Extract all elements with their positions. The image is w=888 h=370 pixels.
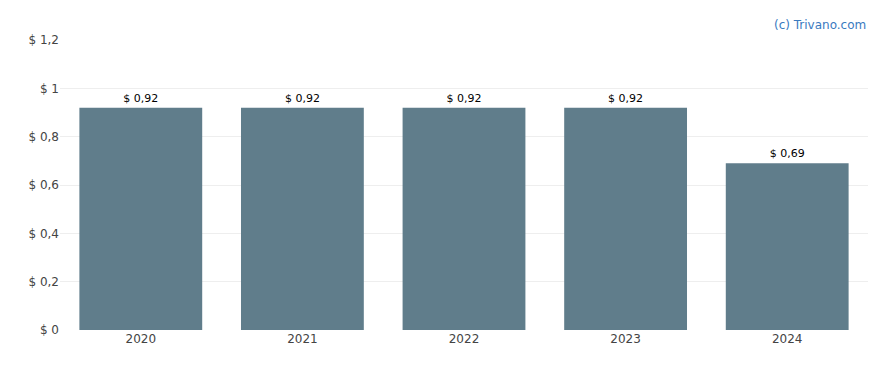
svg-text:$ 0,92: $ 0,92 — [447, 92, 482, 105]
svg-text:$ 0,4: $ 0,4 — [28, 227, 59, 241]
svg-text:(c) Trivano.com: (c) Trivano.com — [774, 18, 866, 32]
svg-text:$ 0,92: $ 0,92 — [123, 92, 158, 105]
svg-text:2020: 2020 — [126, 332, 157, 346]
svg-text:$ 1: $ 1 — [40, 82, 59, 96]
svg-text:$ 0,6: $ 0,6 — [28, 178, 59, 192]
svg-text:2024: 2024 — [772, 332, 803, 346]
svg-text:$ 0,92: $ 0,92 — [608, 92, 643, 105]
svg-text:$ 0,8: $ 0,8 — [28, 130, 59, 144]
svg-text:$ 0,92: $ 0,92 — [285, 92, 320, 105]
svg-text:$ 1,2: $ 1,2 — [28, 33, 59, 47]
svg-text:2023: 2023 — [610, 332, 641, 346]
svg-text:$ 0,2: $ 0,2 — [28, 275, 59, 289]
svg-text:2022: 2022 — [449, 332, 480, 346]
svg-text:2021: 2021 — [287, 332, 318, 346]
svg-text:$ 0: $ 0 — [40, 323, 59, 337]
svg-text:$ 0,69: $ 0,69 — [770, 147, 805, 160]
